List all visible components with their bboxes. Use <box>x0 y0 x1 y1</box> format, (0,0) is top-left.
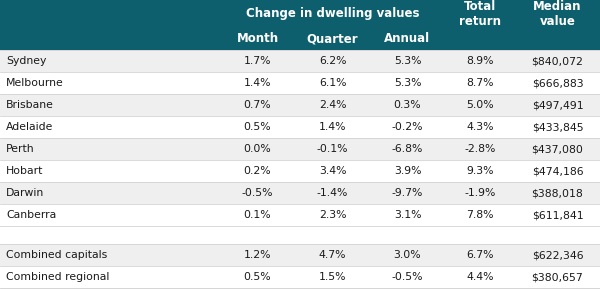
Text: -0.1%: -0.1% <box>317 144 348 154</box>
Text: 1.2%: 1.2% <box>244 250 271 260</box>
Bar <box>0 160 600 182</box>
Text: -9.7%: -9.7% <box>392 188 423 198</box>
Text: $497,491: $497,491 <box>532 100 583 110</box>
Text: Canberra: Canberra <box>6 210 56 220</box>
Text: Sydney: Sydney <box>6 56 46 66</box>
Text: 0.0%: 0.0% <box>244 144 271 154</box>
Text: 7.8%: 7.8% <box>466 210 494 220</box>
Bar <box>0 266 600 288</box>
Text: 0.2%: 0.2% <box>244 166 271 176</box>
Text: 6.2%: 6.2% <box>319 56 346 66</box>
Text: 0.7%: 0.7% <box>244 100 271 110</box>
Bar <box>0 50 600 72</box>
Text: 0.3%: 0.3% <box>394 100 421 110</box>
Text: $666,883: $666,883 <box>532 78 583 88</box>
Text: $474,186: $474,186 <box>532 166 583 176</box>
Text: Adelaide: Adelaide <box>6 122 53 132</box>
Text: 2.3%: 2.3% <box>319 210 346 220</box>
Text: Melbourne: Melbourne <box>6 78 64 88</box>
Text: 6.1%: 6.1% <box>319 78 346 88</box>
Text: Brisbane: Brisbane <box>6 100 54 110</box>
Text: -2.8%: -2.8% <box>464 144 496 154</box>
Bar <box>0 226 600 244</box>
Text: $388,018: $388,018 <box>532 188 583 198</box>
Text: 0.5%: 0.5% <box>244 122 271 132</box>
Text: 8.9%: 8.9% <box>466 56 494 66</box>
Bar <box>0 72 600 94</box>
Text: Hobart: Hobart <box>6 166 43 176</box>
Text: Median
value: Median value <box>533 0 582 28</box>
Text: 1.7%: 1.7% <box>244 56 271 66</box>
Text: Annual: Annual <box>385 32 431 45</box>
Text: Perth: Perth <box>6 144 35 154</box>
Text: 6.7%: 6.7% <box>466 250 494 260</box>
Text: 1.4%: 1.4% <box>319 122 346 132</box>
Text: Combined capitals: Combined capitals <box>6 250 107 260</box>
Text: Darwin: Darwin <box>6 188 44 198</box>
Text: 3.4%: 3.4% <box>319 166 346 176</box>
Text: 5.3%: 5.3% <box>394 56 421 66</box>
Text: $840,072: $840,072 <box>532 56 583 66</box>
Text: 4.3%: 4.3% <box>466 122 494 132</box>
Text: -1.4%: -1.4% <box>317 188 348 198</box>
Text: -0.2%: -0.2% <box>392 122 423 132</box>
Text: -0.5%: -0.5% <box>242 188 273 198</box>
Text: 1.5%: 1.5% <box>319 272 346 282</box>
Text: 4.7%: 4.7% <box>319 250 346 260</box>
Text: Total
return: Total return <box>459 0 501 28</box>
Bar <box>0 28 600 50</box>
Text: 5.0%: 5.0% <box>466 100 494 110</box>
Text: 3.1%: 3.1% <box>394 210 421 220</box>
Text: 4.4%: 4.4% <box>466 272 494 282</box>
Text: -0.5%: -0.5% <box>392 272 423 282</box>
Text: 8.7%: 8.7% <box>466 78 494 88</box>
Text: 9.3%: 9.3% <box>466 166 494 176</box>
Bar <box>0 204 600 226</box>
Text: 0.5%: 0.5% <box>244 272 271 282</box>
Text: 5.3%: 5.3% <box>394 78 421 88</box>
Text: 0.1%: 0.1% <box>244 210 271 220</box>
Text: 1.4%: 1.4% <box>244 78 271 88</box>
Bar <box>0 182 600 204</box>
Text: $380,657: $380,657 <box>532 272 583 282</box>
Text: $622,346: $622,346 <box>532 250 583 260</box>
Bar <box>0 244 600 266</box>
Bar <box>0 94 600 116</box>
Text: $437,080: $437,080 <box>532 144 583 154</box>
Text: Combined regional: Combined regional <box>6 272 109 282</box>
Text: -6.8%: -6.8% <box>392 144 423 154</box>
Bar <box>0 288 600 289</box>
Text: -1.9%: -1.9% <box>464 188 496 198</box>
Text: Change in dwelling values: Change in dwelling values <box>246 8 419 21</box>
Bar <box>0 116 600 138</box>
Text: $433,845: $433,845 <box>532 122 583 132</box>
Bar <box>0 138 600 160</box>
Bar <box>0 0 600 28</box>
Text: 3.0%: 3.0% <box>394 250 421 260</box>
Text: 2.4%: 2.4% <box>319 100 346 110</box>
Text: Month: Month <box>236 32 278 45</box>
Text: Quarter: Quarter <box>307 32 358 45</box>
Text: $611,841: $611,841 <box>532 210 583 220</box>
Text: 3.9%: 3.9% <box>394 166 421 176</box>
